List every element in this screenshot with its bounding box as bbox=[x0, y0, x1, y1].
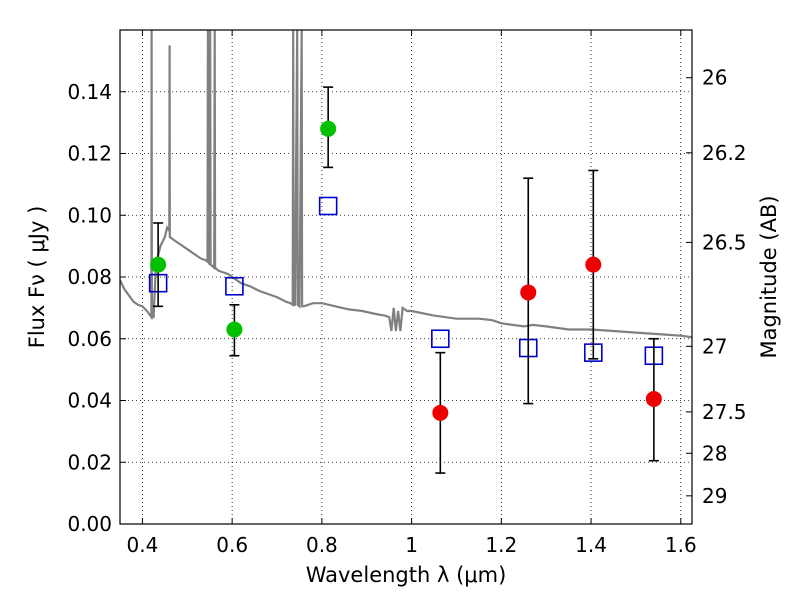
y-right-tick-label: 26.5 bbox=[702, 230, 747, 254]
x-axis-label: Wavelength λ (μm) bbox=[306, 563, 507, 587]
x-tick-label: 1.4 bbox=[575, 533, 607, 557]
model-photometry-square bbox=[318, 196, 338, 216]
x-tick-label: 1.6 bbox=[665, 533, 697, 557]
optical-detection-point bbox=[226, 321, 243, 338]
optical-detection-point bbox=[150, 256, 167, 273]
nir-detection-point bbox=[585, 256, 602, 273]
y-right-tick-label: 27 bbox=[702, 334, 727, 358]
y-tick-label: 0.14 bbox=[67, 80, 112, 104]
y-tick-label: 0.08 bbox=[67, 265, 112, 289]
y-right-tick-label: 26 bbox=[702, 66, 727, 90]
y-axis-label: Flux Fν ( μJy ) bbox=[25, 206, 49, 349]
nir-detection-point bbox=[432, 404, 449, 421]
x-tick-label: 0.4 bbox=[127, 533, 159, 557]
optical-detection-point bbox=[320, 120, 337, 137]
y-tick-label: 0.04 bbox=[67, 389, 112, 413]
y-right-tick-label: 27.5 bbox=[702, 400, 747, 424]
axes-frame bbox=[119, 29, 693, 525]
nir-detection-point bbox=[645, 390, 662, 407]
y-right-axis-label: Magnitude (AB) bbox=[757, 195, 781, 358]
x-tick-label: 0.6 bbox=[216, 533, 248, 557]
x-tick-label: 1.2 bbox=[485, 533, 517, 557]
nir-detection-point bbox=[520, 284, 537, 301]
y-tick-label: 0.06 bbox=[67, 327, 112, 351]
x-tick-label: 0.8 bbox=[306, 533, 338, 557]
plot-area bbox=[120, 30, 692, 474]
y-right-tick-label: 26.2 bbox=[702, 141, 747, 165]
y-tick-label: 0.10 bbox=[67, 203, 112, 227]
sed-model-line bbox=[120, 30, 692, 339]
y-tick-label: 0.00 bbox=[67, 512, 112, 536]
y-tick-label: 0.02 bbox=[67, 450, 112, 474]
y-right-tick-label: 29 bbox=[702, 484, 727, 508]
model-photometry-square bbox=[431, 329, 450, 349]
y-right-tick-label: 28 bbox=[702, 441, 727, 465]
grid-lines bbox=[120, 30, 692, 525]
axis-ticks: 0.4 0.6 0.8 1 1.2 1.4 1.6 0.00 0.02 0.04 0.06 0.08 0… bbox=[67, 30, 747, 557]
y-tick-label: 0.12 bbox=[67, 142, 112, 166]
model-photometry-square bbox=[225, 276, 244, 296]
x-tick-label: 1 bbox=[405, 533, 418, 557]
